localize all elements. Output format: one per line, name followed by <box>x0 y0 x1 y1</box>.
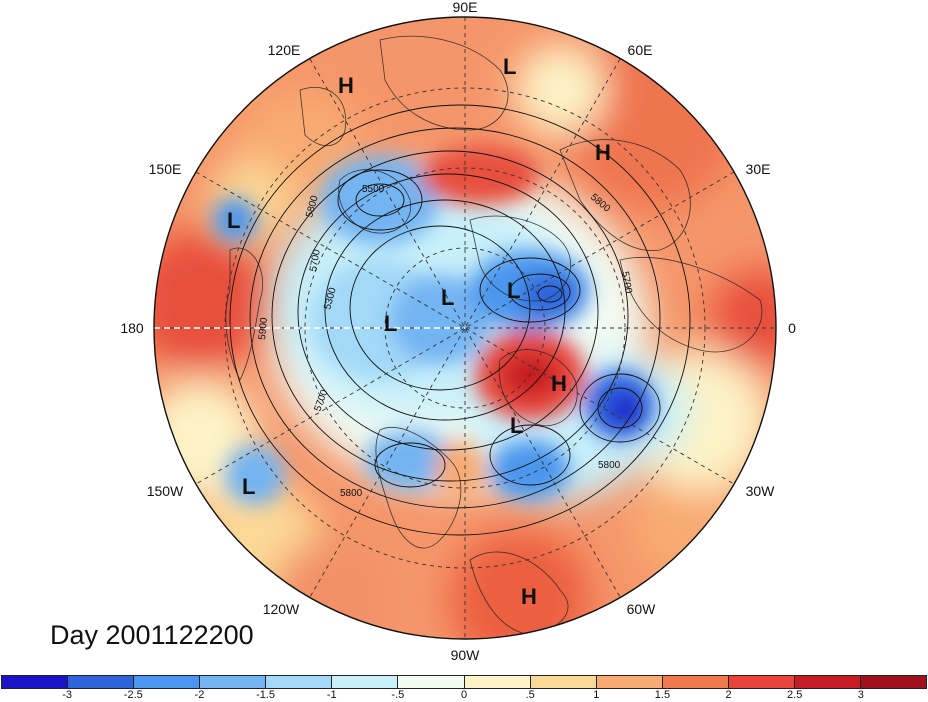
color-legend-label: -1 <box>326 689 337 701</box>
color-legend-box <box>266 676 333 688</box>
lon-label-60w: 60W <box>627 601 657 617</box>
lon-label-90w: 90W <box>451 647 481 663</box>
color-legend-label: -3 <box>62 689 73 701</box>
color-legend-label: 3 <box>857 689 864 701</box>
low-marker: L <box>242 474 255 499</box>
color-legend-box <box>662 676 729 688</box>
low-marker: L <box>227 208 240 233</box>
contour-label: 5800 <box>340 488 363 499</box>
contour-label: 5500 <box>362 184 385 195</box>
low-marker: L <box>441 285 454 310</box>
color-legend-box <box>794 676 862 688</box>
coastlines <box>225 35 763 636</box>
lon-label-150w: 150W <box>147 483 184 499</box>
color-legend-label: -2.5 <box>123 689 143 701</box>
lon-label-120w: 120W <box>263 601 300 617</box>
color-legend-box <box>68 676 135 688</box>
lon-label-180: 180 <box>120 320 144 336</box>
color-legend-label: 2.5 <box>787 689 803 701</box>
color-legend-label: 1.5 <box>654 689 671 701</box>
color-legend-label: 2 <box>725 689 732 701</box>
lon-label-90e: 90E <box>453 0 478 15</box>
low-marker: L <box>503 54 516 79</box>
pressure-centers: H L H L L L L H L L H <box>227 54 611 609</box>
lon-label-120e: 120E <box>268 42 301 58</box>
color-legend-label: -2 <box>194 689 205 701</box>
color-legend-box <box>332 676 399 688</box>
polar-map: 90E 120E 60E 150E 30E 180 0 150W 30W 120… <box>120 0 796 663</box>
lon-label-30e: 30E <box>746 161 771 177</box>
color-legend-label: 1 <box>593 689 600 701</box>
contour-label: 5700 <box>308 248 323 272</box>
high-marker: H <box>338 73 354 98</box>
color-legend-box <box>200 676 267 688</box>
color-legend-box <box>530 676 597 688</box>
color-legend-label: -.5 <box>391 689 405 701</box>
lon-label-60e: 60E <box>628 42 653 58</box>
color-legend-label: .5 <box>525 689 535 701</box>
low-marker: L <box>510 413 523 438</box>
longitude-labels: 90E 120E 60E 150E 30E 180 0 150W 30W 120… <box>120 0 796 663</box>
anomaly-field <box>154 17 776 639</box>
contour-label: 5900 <box>257 317 270 341</box>
color-legend-box <box>596 676 663 688</box>
contour-label: 5700 <box>619 271 634 295</box>
map-boundary <box>153 16 777 640</box>
high-marker: H <box>551 371 567 396</box>
color-legend-label: -1.5 <box>256 689 276 701</box>
color-legend-label: 0 <box>460 689 468 701</box>
low-marker: L <box>384 311 397 336</box>
color-legend-box <box>861 676 927 688</box>
lon-label-0: 0 <box>788 320 796 336</box>
high-marker: H <box>595 140 611 165</box>
color-legend <box>1 675 927 689</box>
low-marker: L <box>507 278 520 303</box>
color-legend-labels: -3 -2.5 -2 -1.5 -1 -.5 0 .5 1 1.5 2 2.5 3 <box>0 689 928 702</box>
lon-label-30w: 30W <box>746 483 776 499</box>
height-contours <box>229 104 691 536</box>
color-legend-box <box>134 676 201 688</box>
lon-label-150e: 150E <box>149 161 182 177</box>
color-legend-box <box>398 676 465 688</box>
color-legend-box <box>2 676 69 688</box>
high-marker: H <box>521 584 537 609</box>
contour-labels: 5500 5800 5700 5300 5900 5700 5800 5800 … <box>257 184 634 499</box>
map-title: Day 2001122200 <box>50 620 254 650</box>
color-legend-box <box>728 676 795 688</box>
color-legend-box <box>464 676 531 688</box>
contour-label: 5800 <box>598 460 621 471</box>
